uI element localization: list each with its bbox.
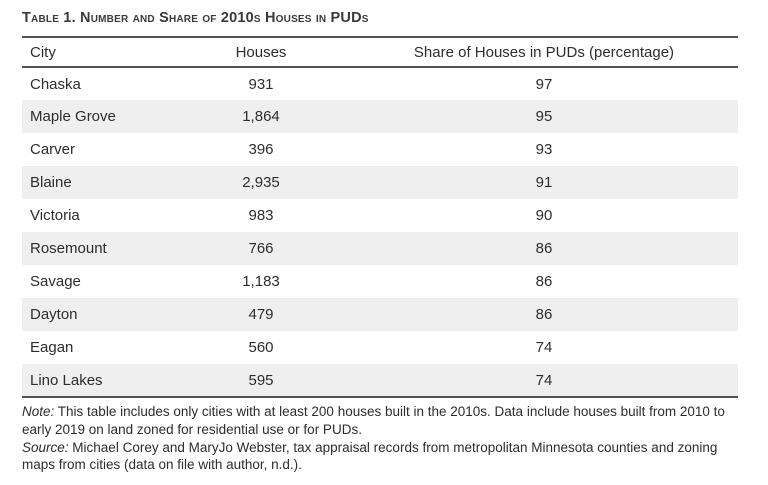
houses-cell: 983 [248,207,274,224]
share-cell: 74 [535,371,553,389]
table-footnotes: Note: This table includes only cities wi… [22,403,738,474]
houses-cell: 479 [248,306,274,323]
table-row: Blaine 2,935 91 [22,166,738,199]
col-header-share: Share of Houses in PUDs (percentage) [413,43,675,61]
houses-cell: 396 [248,141,274,158]
source-paragraph: Source: Michael Corey and MaryJo Webster… [22,439,738,475]
city-cell: Chaska [30,75,81,93]
city-cell: Carver [30,141,76,158]
houses-cell: 560 [248,339,274,356]
city-cell: Rosemount [30,240,107,257]
houses-cell: 595 [248,371,274,389]
table-row: Rosemount 766 86 [22,232,738,265]
share-cell: 86 [535,306,553,323]
share-cell: 74 [535,339,553,356]
source-text: Michael Corey and MaryJo Webster, tax ap… [22,439,718,473]
houses-cell: 931 [248,75,274,93]
city-cell: Lino Lakes [30,371,103,389]
table-row: Dayton 479 86 [22,298,738,331]
city-cell: Eagan [30,339,74,356]
share-cell: 91 [535,174,553,191]
note-paragraph: Note: This table includes only cities wi… [22,403,738,439]
houses-cell: 1,183 [242,273,280,290]
share-cell: 90 [535,207,553,224]
col-header-houses: Houses [235,43,287,61]
houses-cell: 766 [248,240,274,257]
share-cell: 86 [535,273,553,290]
col-header-city: City [30,43,56,61]
houses-cell: 1,864 [242,108,280,125]
table-row: Maple Grove 1,864 95 [22,100,738,133]
table-row: Chaska 931 97 [22,67,738,100]
city-cell: Victoria [30,207,80,224]
table-row: Eagan 560 74 [22,331,738,364]
note-label: Note: [22,404,55,419]
share-cell: 95 [535,108,553,125]
share-cell: 97 [535,75,553,93]
houses-cell: 2,935 [242,174,280,191]
table-row: Victoria 983 90 [22,199,738,232]
puds-table: City Houses Share of Houses in PUDs (per… [22,36,738,398]
header-row: City Houses Share of Houses in PUDs (per… [22,37,738,67]
table-row: Lino Lakes 595 74 [22,364,738,397]
city-cell: Blaine [30,174,72,191]
share-cell: 86 [535,240,553,257]
table-row: Carver 396 93 [22,133,738,166]
table-title: Table 1. Number and Share of 2010s House… [22,10,369,26]
source-label: Source: [22,439,69,455]
city-cell: Savage [30,273,81,290]
city-cell: Dayton [30,306,78,323]
city-cell: Maple Grove [30,108,116,125]
table-row: Savage 1,183 86 [22,265,738,298]
share-cell: 93 [535,141,553,158]
note-text: This table includes only cities with at … [22,404,725,437]
